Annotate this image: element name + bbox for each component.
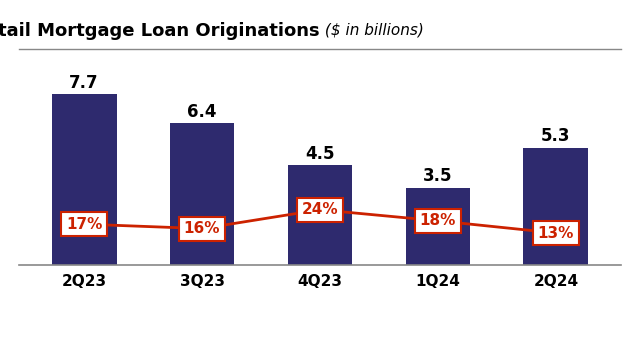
- Text: 3.5: 3.5: [423, 167, 452, 185]
- Text: Retail Mortgage Loan Originations: Retail Mortgage Loan Originations: [0, 22, 320, 40]
- Text: ($ in billions): ($ in billions): [320, 22, 424, 37]
- Text: 5.3: 5.3: [541, 128, 571, 146]
- Text: 4.5: 4.5: [305, 145, 335, 163]
- Bar: [287, 165, 353, 265]
- Text: 13%: 13%: [538, 225, 574, 240]
- Text: 6.4: 6.4: [188, 103, 217, 121]
- Bar: [170, 123, 234, 265]
- Text: 18%: 18%: [420, 213, 456, 228]
- Text: 17%: 17%: [66, 217, 102, 232]
- Text: 7.7: 7.7: [69, 74, 99, 92]
- Legend: Refinances as a % of Retail Originations: Refinances as a % of Retail Originations: [174, 335, 466, 340]
- Bar: [52, 94, 116, 265]
- Bar: [524, 148, 588, 265]
- Text: 24%: 24%: [301, 202, 339, 217]
- Text: 16%: 16%: [184, 221, 220, 236]
- Bar: [406, 188, 470, 265]
